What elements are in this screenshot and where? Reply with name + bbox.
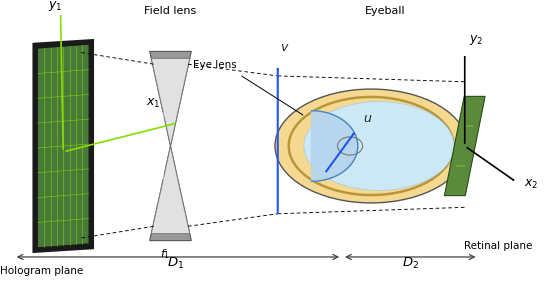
Polygon shape [32, 39, 94, 253]
Text: $D_1$: $D_1$ [167, 256, 185, 271]
Text: Hologram plane: Hologram plane [0, 266, 83, 276]
Polygon shape [444, 96, 485, 196]
Text: $x_1$: $x_1$ [146, 96, 160, 110]
Polygon shape [311, 111, 358, 181]
Text: Eye lens: Eye lens [192, 60, 236, 70]
Text: Eyeball: Eyeball [365, 6, 405, 16]
Ellipse shape [289, 97, 454, 195]
Text: $y_2$: $y_2$ [469, 33, 483, 47]
Ellipse shape [275, 89, 468, 203]
Text: $x_2$: $x_2$ [524, 178, 538, 191]
Text: $f_1$: $f_1$ [160, 247, 170, 260]
Ellipse shape [304, 102, 454, 190]
Text: Retinal plane: Retinal plane [464, 241, 532, 251]
Polygon shape [38, 45, 89, 247]
Text: $y_1$: $y_1$ [48, 0, 62, 13]
Polygon shape [151, 58, 190, 234]
Text: Field lens: Field lens [144, 6, 197, 16]
Text: $v$: $v$ [280, 41, 290, 54]
Text: $u$: $u$ [363, 112, 372, 125]
Text: $D_2$: $D_2$ [402, 256, 419, 271]
Polygon shape [150, 51, 191, 241]
